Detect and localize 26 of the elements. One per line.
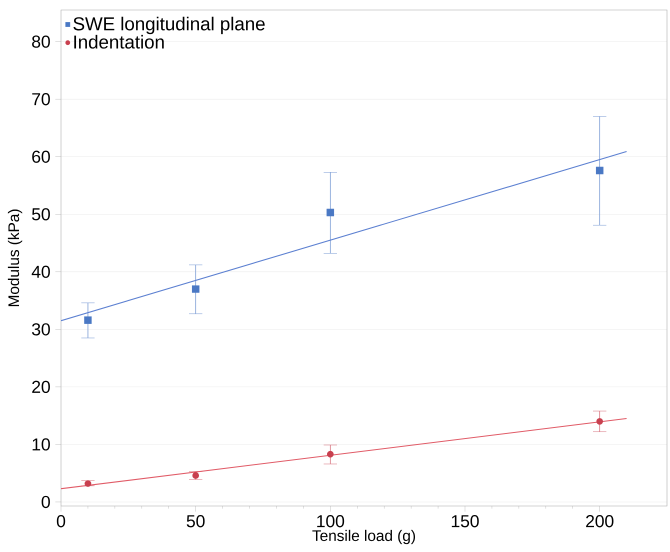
y-tick-label: 50	[32, 208, 50, 220]
y-tick-label: 20	[32, 380, 50, 394]
point	[84, 316, 92, 324]
point	[192, 285, 200, 293]
point	[596, 418, 604, 425]
y-tick-label: 70	[32, 93, 50, 106]
point	[596, 166, 604, 174]
point	[192, 472, 200, 479]
y-tick-label: 60	[32, 150, 50, 163]
point	[327, 450, 334, 458]
y-tick-label: 40	[32, 266, 50, 278]
x-tick-label: 50	[186, 515, 205, 528]
y-tick-label: 80	[32, 36, 50, 48]
y-tick-label: 10	[32, 438, 50, 451]
y-axis-title: Modulus (kPa)	[8, 210, 22, 306]
y-tick-label: 30	[32, 323, 50, 336]
legend-label: Indentation	[74, 34, 164, 49]
point	[326, 208, 334, 216]
legend-label: SWE longitudinal plane	[73, 16, 265, 34]
x-tick-label: 200	[586, 515, 614, 528]
x-tick-label: 150	[452, 515, 479, 528]
x-axis-title: Tensile load (g)	[312, 530, 416, 544]
point	[84, 480, 92, 487]
x-tick-label: 0	[56, 515, 66, 528]
y-tick-label: 0	[42, 496, 50, 508]
x-tick-label: 100	[317, 515, 344, 528]
